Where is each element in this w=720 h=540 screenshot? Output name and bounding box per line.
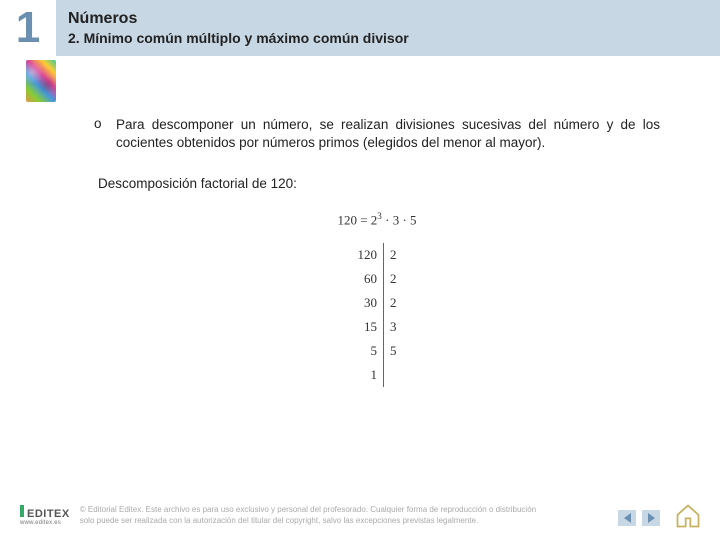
copyright-text: © Editorial Editex. Este archivo es para… [80, 505, 700, 526]
unit-number: 1 [0, 0, 56, 56]
decomp-cell: 5 [384, 339, 403, 363]
bullet-marker: o [94, 116, 106, 152]
bullet-text: Para descomponer un número, se realizan … [116, 116, 660, 152]
eq-dot: · [385, 213, 389, 228]
title-subtitle: 2. Mínimo común múltiplo y máximo común … [68, 30, 708, 46]
header-titles: Números 2. Mínimo común múltiplo y máxim… [56, 0, 720, 56]
decomp-cell: 2 [384, 243, 403, 267]
decomposition-table: 120 60 30 15 5 1 2 2 2 3 5 [352, 243, 403, 387]
decomp-cell: 15 [358, 315, 383, 339]
decomp-left-column: 120 60 30 15 5 1 [352, 243, 384, 387]
decomp-cell: 60 [358, 267, 383, 291]
decomp-cell: 5 [365, 339, 384, 363]
publisher-logo: EDITEX www.editex.es [20, 505, 70, 526]
decorative-thumbnail [26, 60, 56, 102]
logo-url: www.editex.es [20, 520, 70, 526]
decomp-cell: 2 [384, 267, 403, 291]
decomp-cell: 2 [384, 291, 403, 315]
next-button[interactable] [642, 510, 660, 526]
factorization-title: Descomposición factorial de 120: [98, 176, 660, 191]
prev-button[interactable] [618, 510, 636, 526]
decomp-cell: 3 [384, 315, 403, 339]
content-area: o Para descomponer un número, se realiza… [0, 56, 720, 387]
home-button[interactable] [674, 502, 702, 530]
triangle-left-icon [624, 513, 631, 523]
title-main: Números [68, 10, 708, 28]
logo-name: EDITEX [27, 509, 70, 520]
eq-dot: · [402, 213, 406, 228]
home-icon [674, 502, 702, 530]
eq-factor: 3 [393, 213, 400, 228]
footer: EDITEX www.editex.es © Editorial Editex.… [20, 505, 700, 526]
equation: 120 = 23 · 3 · 5 [337, 211, 416, 228]
eq-exponent: 3 [377, 211, 382, 221]
bullet-item: o Para descomponer un número, se realiza… [94, 116, 660, 152]
copyright-line: solo puede ser realizada con la autoriza… [80, 516, 700, 526]
decomp-cell: 1 [365, 363, 384, 387]
nav-buttons [618, 510, 660, 526]
eq-equals: = [360, 213, 367, 228]
decomp-right-column: 2 2 2 3 5 [384, 243, 403, 387]
copyright-line: © Editorial Editex. Este archivo es para… [80, 505, 700, 515]
triangle-right-icon [648, 513, 655, 523]
eq-factor: 5 [410, 213, 417, 228]
math-area: 120 = 23 · 3 · 5 120 60 30 15 5 1 [94, 211, 660, 386]
decomp-cell: 30 [358, 291, 383, 315]
header: 1 Números 2. Mínimo común múltiplo y máx… [0, 0, 720, 56]
eq-lhs: 120 [337, 213, 357, 228]
decomp-cell: 120 [352, 243, 384, 267]
logo-bar-icon [20, 505, 24, 517]
